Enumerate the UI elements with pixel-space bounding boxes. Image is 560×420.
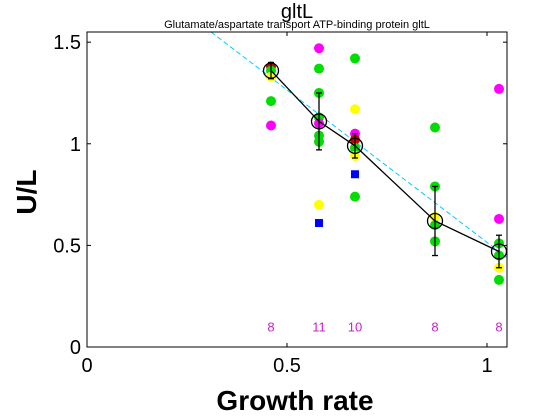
mean-marker <box>426 212 444 230</box>
chart-subtitle: Glutamate/aspartate transport ATP-bindin… <box>164 19 430 31</box>
sample-count-label: 8 <box>431 320 438 335</box>
data-point-magenta <box>314 43 324 54</box>
data-point-blue-square <box>315 219 323 228</box>
mean-marker <box>310 113 328 130</box>
data-point-green <box>314 63 324 74</box>
y-tick-label: 0 <box>70 337 81 359</box>
x-tick-label: 1 <box>481 355 492 377</box>
data-point-green <box>350 191 360 202</box>
fit-line <box>210 32 507 258</box>
x-tick-label: 0.5 <box>273 355 301 377</box>
y-tick-label: 0.5 <box>53 235 81 257</box>
plot-frame <box>86 31 508 348</box>
data-point-green <box>494 274 504 285</box>
x-axis-label: Growth rate <box>216 385 373 416</box>
y-tick-label: 1 <box>70 134 81 156</box>
data-point-yellow <box>314 199 324 210</box>
mean-marker <box>346 137 364 154</box>
data-point-green <box>430 122 440 133</box>
sample-count-label: 8 <box>495 320 502 335</box>
mean-line <box>270 70 500 253</box>
tick-layer: 0 0.5 100.511.5 <box>53 32 507 377</box>
plot-layer: 8 11 10 8 8 <box>210 32 508 335</box>
data-point-green <box>266 96 276 107</box>
data-point-yellow <box>350 104 360 115</box>
data-point-blue-square <box>351 170 359 179</box>
chart-title: gltL <box>281 1 313 23</box>
mean-marker <box>262 62 280 79</box>
sample-count-label: 11 <box>312 320 326 335</box>
data-point-magenta <box>494 83 504 94</box>
sample-count-label: 10 <box>348 320 362 335</box>
y-tick-label: 1.5 <box>53 32 81 54</box>
sample-count-label: 8 <box>267 320 274 335</box>
data-point-magenta <box>494 213 504 224</box>
y-axis-label: U/L <box>11 169 42 214</box>
x-tick-label: 0 <box>81 355 92 377</box>
data-point-magenta <box>266 120 276 131</box>
data-point-green <box>350 53 360 64</box>
